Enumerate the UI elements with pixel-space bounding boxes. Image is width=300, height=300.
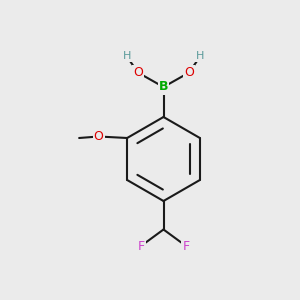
Text: F: F	[137, 239, 145, 253]
Text: F: F	[182, 239, 190, 253]
Text: O: O	[94, 130, 103, 143]
Text: H: H	[196, 51, 205, 61]
Text: H: H	[122, 51, 131, 61]
Text: B: B	[159, 80, 168, 94]
Text: O: O	[184, 66, 194, 79]
Text: O: O	[133, 66, 143, 79]
